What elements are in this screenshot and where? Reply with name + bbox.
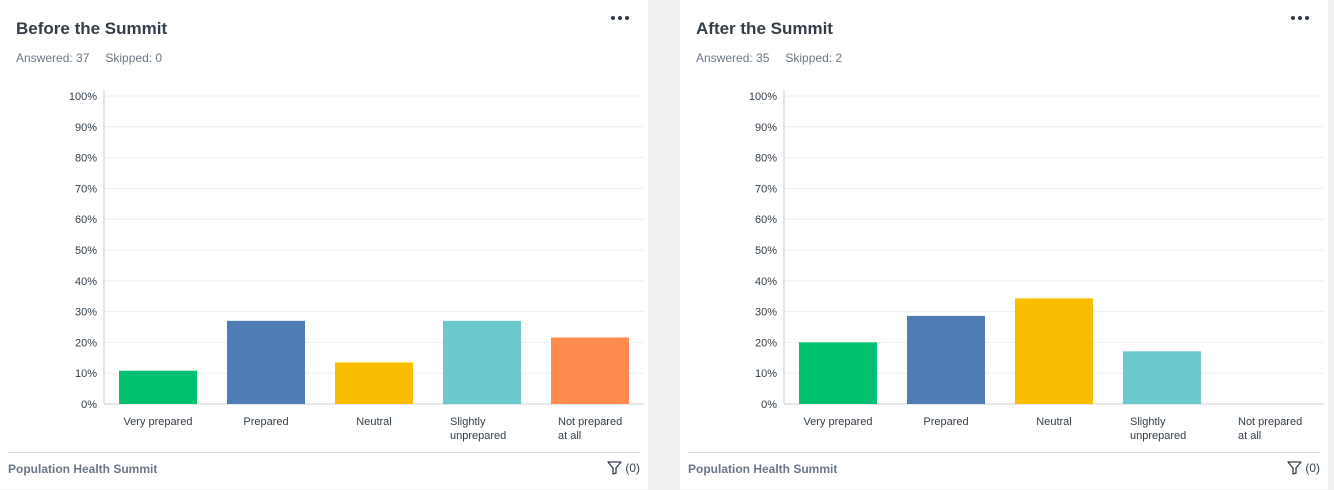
x-category-label: Very prepared bbox=[803, 416, 872, 428]
more-dot bbox=[618, 16, 622, 20]
bar-neutral[interactable] bbox=[1015, 298, 1093, 404]
filter-button[interactable]: (0) bbox=[1287, 461, 1320, 475]
filter-icon bbox=[1287, 461, 1302, 475]
more-dots-icon bbox=[1291, 16, 1295, 20]
x-category-label: Not prepared at all bbox=[558, 416, 622, 442]
y-tick-label: 0% bbox=[761, 399, 777, 411]
survey-name: Population Health Summit bbox=[688, 462, 838, 476]
y-tick-label: 60% bbox=[75, 214, 97, 226]
y-tick-label: 80% bbox=[755, 153, 777, 165]
x-category-label-line: Neutral bbox=[1036, 416, 1071, 428]
x-category-label-line: Slightly bbox=[450, 416, 486, 428]
x-category-label-line: Prepared bbox=[923, 416, 968, 428]
x-category-label-line: unprepared bbox=[450, 430, 506, 442]
bar-slightly-unprepared[interactable] bbox=[1123, 351, 1201, 404]
chart-card-before: 0% 10% 20% 30% 40% 50% 60% 70% 80% 90% 100% Very pr… bbox=[0, 0, 648, 489]
y-tick-label: 90% bbox=[75, 122, 97, 134]
bar-prepared[interactable] bbox=[227, 320, 305, 404]
y-tick-label: 90% bbox=[755, 122, 777, 134]
bar-chart-after: 0% 10% 20% 30% 40% 50% 60% 70% 80% 90% 100% Very pr… bbox=[749, 90, 1324, 442]
filter-icon bbox=[607, 461, 622, 475]
bar-very-prepared[interactable] bbox=[799, 342, 877, 404]
answered-count: Answered: 37 bbox=[16, 51, 90, 65]
y-tick-label: 40% bbox=[75, 276, 97, 288]
chart-card-after: 0% 10% 20% 30% 40% 50% 60% 70% 80% 90% 100% Very pr… bbox=[680, 0, 1328, 489]
bar-neutral[interactable] bbox=[335, 362, 413, 404]
bar-prepared[interactable] bbox=[907, 315, 985, 404]
skipped-count: Skipped: 0 bbox=[105, 51, 163, 65]
x-category-label-line: Very prepared bbox=[803, 416, 872, 428]
y-tick-label: 0% bbox=[81, 399, 97, 411]
y-tick-label: 20% bbox=[75, 337, 97, 349]
more-options-button[interactable] bbox=[608, 8, 632, 28]
y-tick-label: 30% bbox=[75, 307, 97, 319]
y-tick-label: 20% bbox=[755, 337, 777, 349]
bar-very-prepared[interactable] bbox=[119, 370, 197, 404]
y-tick-label: 40% bbox=[755, 276, 777, 288]
more-dot bbox=[1298, 16, 1302, 20]
x-category-label-line: Neutral bbox=[356, 416, 391, 428]
x-category-label-line: at all bbox=[1238, 430, 1261, 442]
filter-count: (0) bbox=[625, 461, 640, 475]
x-category-label: Prepared bbox=[243, 416, 288, 428]
card-title: After the Summit bbox=[696, 19, 833, 38]
bar-not-prepared-at-all[interactable] bbox=[551, 337, 629, 404]
x-category-label: Slightly unprepared bbox=[1130, 416, 1186, 442]
more-dot bbox=[1305, 16, 1309, 20]
y-tick-label: 50% bbox=[75, 245, 97, 257]
x-category-label-line: unprepared bbox=[1130, 430, 1186, 442]
bar-slightly-unprepared[interactable] bbox=[443, 320, 521, 404]
answered-count: Answered: 35 bbox=[696, 51, 770, 65]
x-category-label: Very prepared bbox=[123, 416, 192, 428]
more-dots-icon bbox=[611, 16, 615, 20]
filter-button[interactable]: (0) bbox=[607, 461, 640, 475]
card-title: Before the Summit bbox=[16, 19, 168, 38]
bar-chart-before: 0% 10% 20% 30% 40% 50% 60% 70% 80% 90% 100% Very pr… bbox=[69, 90, 644, 442]
x-category-label-line: Prepared bbox=[243, 416, 288, 428]
card-footer: Population Health Summit (0) bbox=[8, 452, 640, 490]
x-category-label: Slightly unprepared bbox=[450, 416, 506, 442]
filter-count: (0) bbox=[1305, 461, 1320, 475]
x-category-label-line: at all bbox=[558, 430, 581, 442]
more-dot bbox=[625, 16, 629, 20]
y-tick-label: 100% bbox=[69, 91, 97, 103]
x-category-label: Neutral bbox=[1036, 416, 1071, 428]
x-category-label: Prepared bbox=[923, 416, 968, 428]
y-tick-label: 30% bbox=[755, 307, 777, 319]
x-category-label-line: Not prepared bbox=[1238, 416, 1302, 428]
y-tick-label: 50% bbox=[755, 245, 777, 257]
y-tick-label: 70% bbox=[75, 183, 97, 195]
x-category-label-line: Very prepared bbox=[123, 416, 192, 428]
y-tick-label: 60% bbox=[755, 214, 777, 226]
y-tick-label: 10% bbox=[755, 368, 777, 380]
card-footer: Population Health Summit (0) bbox=[688, 452, 1320, 490]
skipped-count: Skipped: 2 bbox=[785, 51, 843, 65]
x-category-label: Not prepared at all bbox=[1238, 416, 1302, 442]
y-tick-label: 10% bbox=[75, 368, 97, 380]
x-category-label: Neutral bbox=[356, 416, 391, 428]
x-category-label-line: Not prepared bbox=[558, 416, 622, 428]
x-category-label-line: Slightly bbox=[1130, 416, 1166, 428]
response-stats: Answered: 37 Skipped: 0 bbox=[16, 51, 162, 65]
y-tick-label: 80% bbox=[75, 153, 97, 165]
more-options-button[interactable] bbox=[1288, 8, 1312, 28]
response-stats: Answered: 35 Skipped: 2 bbox=[696, 51, 842, 65]
y-tick-label: 70% bbox=[755, 183, 777, 195]
y-tick-label: 100% bbox=[749, 91, 777, 103]
survey-name: Population Health Summit bbox=[8, 462, 158, 476]
